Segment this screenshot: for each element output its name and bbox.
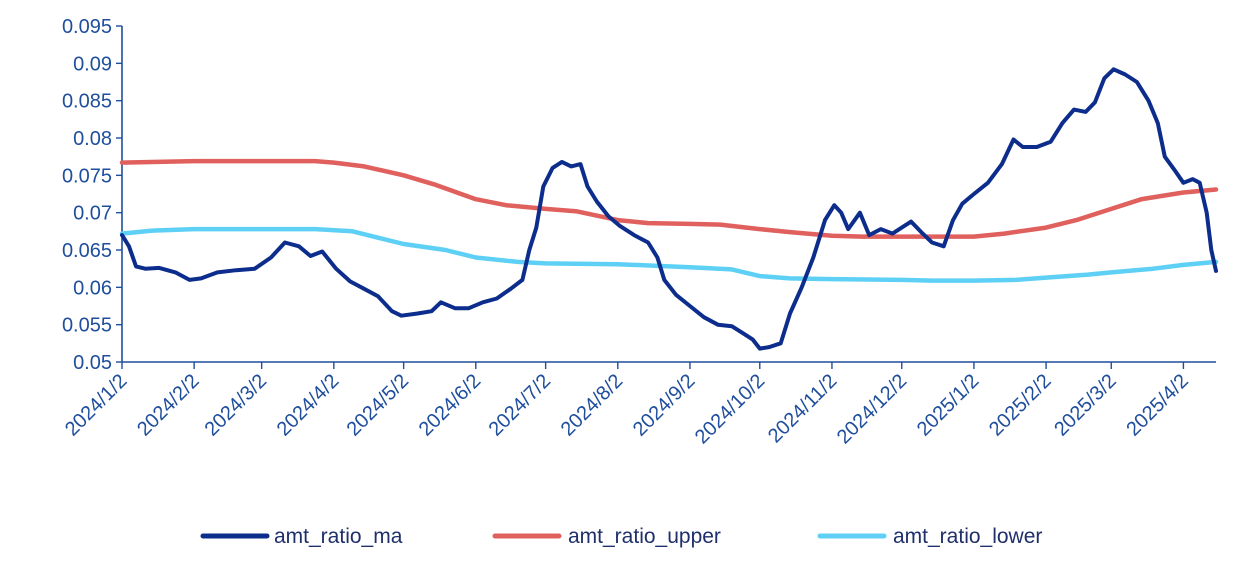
series-line-amt-ratio-ma (120, 67, 1218, 351)
x-tick-label: 2025/3/2 (1050, 370, 1121, 441)
x-tick-label: 2024/7/2 (485, 370, 556, 441)
y-axis: 0.05 0.055 0.06 0.065 0.07 0.075 0.08 0.085 0.09… (62, 16, 123, 374)
x-tick-label: 2024/1/2 (61, 370, 132, 441)
x-tick-label: 2024/8/2 (557, 370, 628, 441)
legend-label-amt-ratio-ma: amt_ratio_ma (274, 525, 403, 548)
x-tick-label: 2025/1/2 (913, 370, 984, 441)
y-tick-label: 0.05 (73, 352, 112, 374)
legend: amt_ratio_ma amt_ratio_upper amt_ratio_low… (200, 525, 1042, 548)
y-tick-label: 0.06 (73, 277, 112, 299)
x-tick-label: 2024/11/2 (764, 370, 841, 447)
legend-label-amt-ratio-upper: amt_ratio_upper (568, 525, 721, 548)
x-tick-label: 2025/4/2 (1122, 370, 1193, 441)
y-tick-label: 0.08 (73, 128, 112, 150)
x-tick-label: 2024/5/2 (343, 370, 414, 441)
y-tick-label: 0.065 (62, 240, 112, 262)
x-tick-label: 2024/12/2 (833, 370, 911, 448)
plot-area (119, 67, 1219, 351)
y-tick-label: 0.055 (62, 315, 112, 337)
x-tick-label: 2024/4/2 (273, 370, 344, 441)
series-line-amt-ratio-upper (119, 158, 1219, 239)
y-tick-label: 0.07 (73, 203, 112, 225)
y-tick-label: 0.075 (62, 165, 112, 187)
x-tick-label: 2024/9/2 (629, 370, 700, 441)
legend-label-amt-ratio-lower: amt_ratio_lower (893, 525, 1042, 548)
x-tick-label: 2024/6/2 (415, 370, 486, 441)
x-tick-label: 2025/2/2 (985, 370, 1056, 441)
x-tick-label: 2024/3/2 (201, 370, 272, 441)
x-tick-label: 2024/2/2 (133, 370, 204, 441)
y-tick-label: 0.085 (62, 91, 112, 113)
y-tick-label: 0.09 (73, 53, 112, 75)
x-tick-label: 2024/10/2 (691, 370, 769, 448)
y-tick-label: 0.095 (62, 16, 112, 38)
series-line-amt-ratio-lower (119, 226, 1219, 283)
